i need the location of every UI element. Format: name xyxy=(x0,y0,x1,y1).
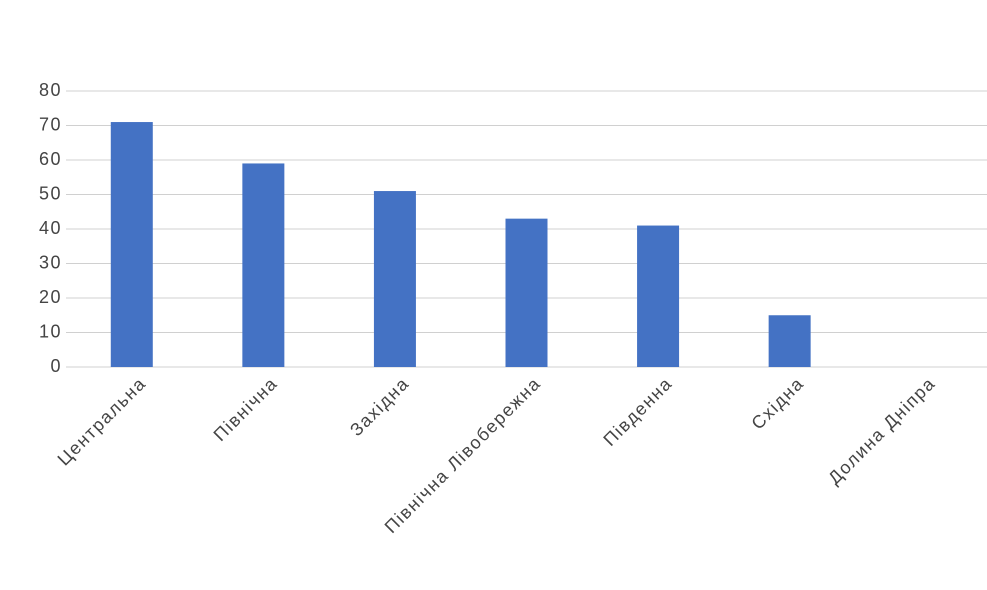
y-tick-label: 60 xyxy=(39,149,62,169)
bar xyxy=(505,218,548,367)
x-tick-label: Північна xyxy=(210,373,282,445)
y-tick-label: 20 xyxy=(39,287,62,307)
bar xyxy=(768,315,811,367)
y-tick-label: 80 xyxy=(39,80,62,100)
x-tick-label: Центральна xyxy=(54,373,150,469)
bar xyxy=(110,122,153,367)
x-tick-label: Західна xyxy=(346,373,413,440)
y-tick-label: 50 xyxy=(39,183,62,203)
x-tick-label: Східна xyxy=(747,373,807,433)
x-tick-label: Північна Лівобережна xyxy=(381,373,545,537)
bar xyxy=(637,225,680,367)
y-tick-label: 70 xyxy=(39,114,62,134)
x-tick-label: Південна xyxy=(599,373,676,450)
y-tick-label: 0 xyxy=(50,356,62,376)
bar xyxy=(373,191,416,367)
y-tick-label: 40 xyxy=(39,218,62,238)
x-tick-label: Долина Дніпра xyxy=(824,373,939,488)
y-tick-label: 30 xyxy=(39,252,62,272)
bar xyxy=(242,163,285,367)
y-tick-label: 10 xyxy=(39,321,62,341)
